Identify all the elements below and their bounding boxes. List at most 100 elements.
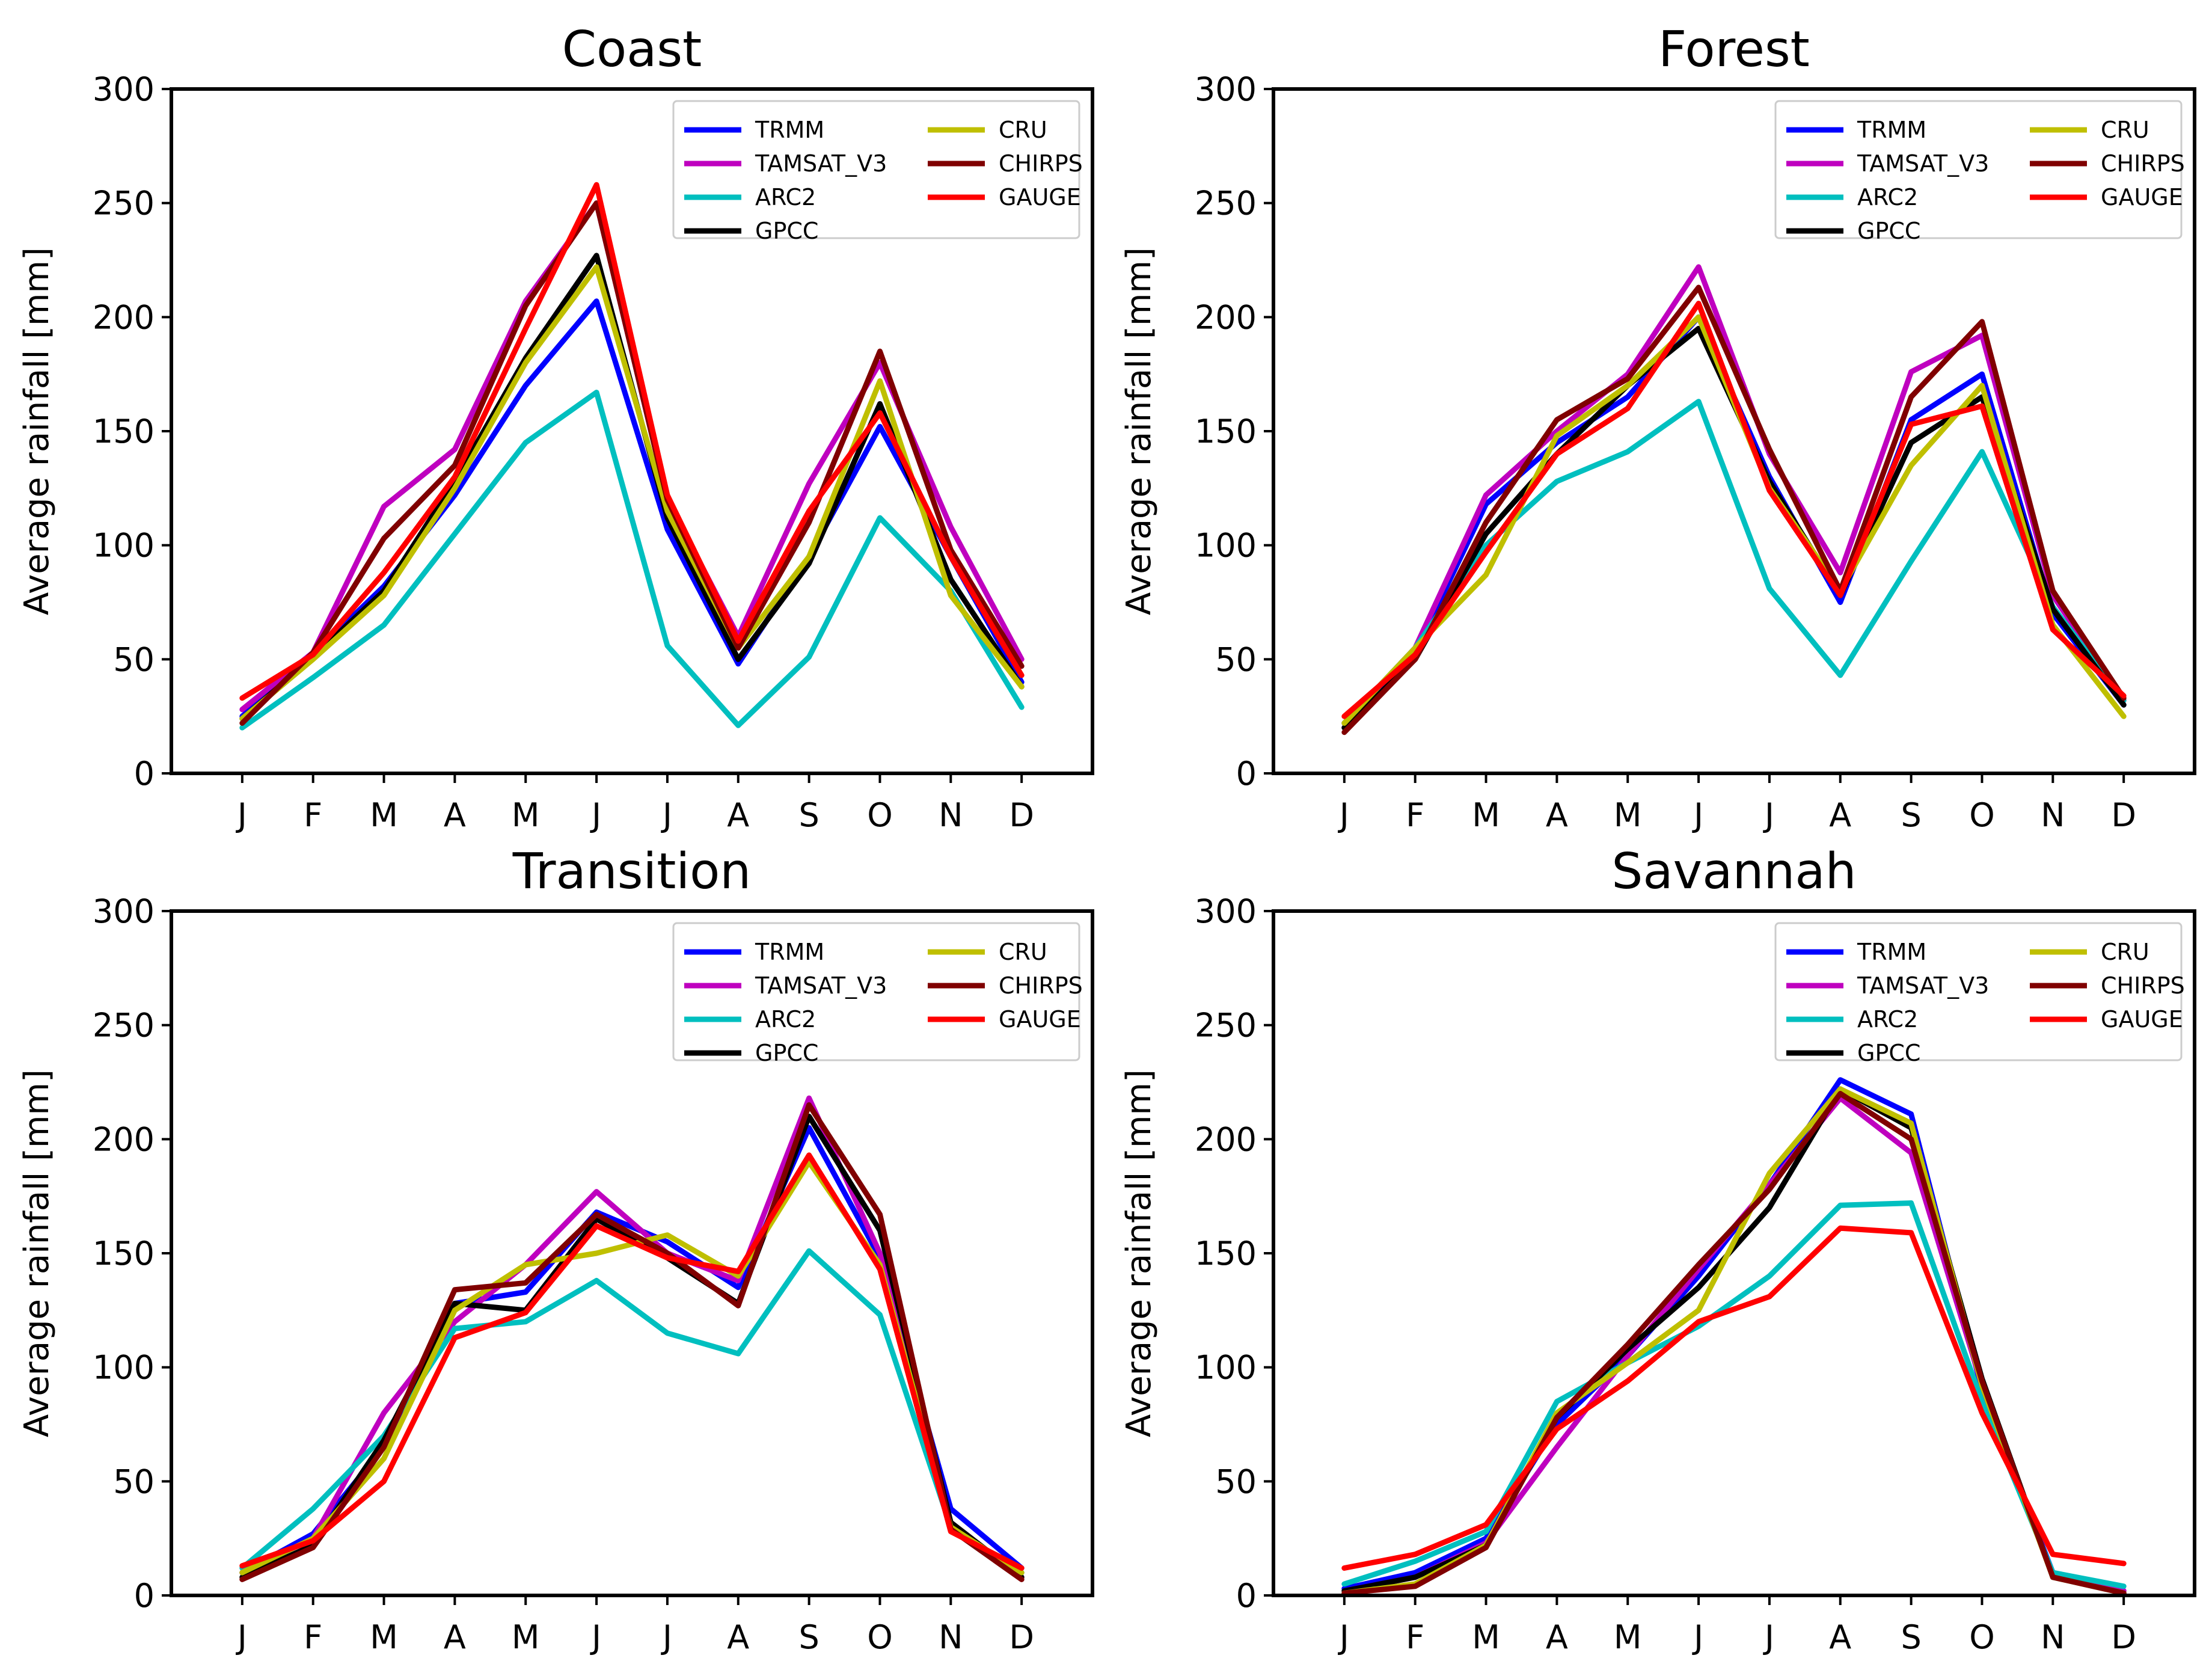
x-tick-label: M [1614, 1618, 1642, 1656]
series-line-gpcc [1341, 325, 2127, 731]
x-tick-label: D [1009, 1618, 1034, 1656]
x-tick-label: J [1338, 1618, 1349, 1656]
series-lines [1341, 1077, 2127, 1596]
y-tick-label: 150 [93, 1235, 155, 1272]
plot-frame [1272, 87, 2196, 775]
y-tick-label: 200 [1195, 298, 1257, 336]
x-tick-label: M [370, 1618, 398, 1656]
x-tick-label: F [304, 796, 322, 834]
y-tick-label: 0 [134, 1577, 155, 1615]
series-line-chirps [239, 1102, 1025, 1582]
y-tick-label: 100 [1195, 527, 1257, 565]
x-tick-label: A [727, 1618, 749, 1656]
legend-box [1774, 100, 2183, 239]
x-tick-label: M [1472, 796, 1500, 834]
legend-label-chirps: CHIRPS [999, 150, 1083, 177]
legend-label-gauge: GAUGE [999, 1006, 1081, 1033]
y-tick-label: 150 [93, 413, 155, 450]
y-tick-label: 250 [93, 1007, 155, 1045]
x-tick-label: A [1829, 1618, 1851, 1656]
legend-label-gpcc: GPCC [755, 1040, 818, 1066]
series-line-tamsat_v3 [1341, 1095, 2127, 1594]
x-tick-label: F [1406, 796, 1424, 834]
x-tick-label: F [304, 1618, 322, 1656]
series-line-gpcc [239, 253, 1025, 722]
legend: TRMM TAMSAT_V3 ARC2 GPCC CRU CHIRPS GAUGE [672, 100, 1083, 244]
legend-label-gauge: GAUGE [999, 184, 1081, 210]
y-tick-label: 0 [1236, 755, 1257, 793]
legend-label-trmm: TRMM [755, 939, 824, 965]
legend-label-tamsat_v3: TAMSAT_V3 [1857, 972, 1989, 999]
chart-title: Forest [1658, 21, 1810, 78]
x-tick-label: J [236, 796, 247, 834]
x-tick-label: J [661, 796, 672, 834]
series-line-gauge [239, 1152, 1025, 1571]
legend-label-chirps: CHIRPS [2101, 972, 2185, 999]
x-tick-label: N [939, 796, 963, 834]
y-axis-label: Average rainfall [mm] [1120, 247, 1159, 615]
series-line-gpcc [1341, 1086, 2127, 1596]
legend-label-arc2: ARC2 [755, 1006, 816, 1033]
plot-frame [170, 909, 1094, 1597]
y-tick-label: 250 [93, 185, 155, 223]
x-tick-label: J [1338, 796, 1349, 834]
x-tick-label: O [1969, 796, 1995, 834]
legend-label-tamsat_v3: TAMSAT_V3 [755, 972, 887, 999]
legend-box [672, 922, 1080, 1061]
chart-panel-savannah: Savannah Average rainfall [mm] 0 50 100 150 20… [1120, 843, 2196, 1656]
y-tick-label: 200 [93, 298, 155, 336]
y-axis-label: Average rainfall [mm] [1120, 1069, 1159, 1437]
y-tick-label: 50 [113, 640, 155, 678]
legend-label-arc2: ARC2 [755, 184, 816, 210]
y-axis-label: Average rainfall [mm] [17, 1069, 57, 1437]
legend: TRMM TAMSAT_V3 ARC2 GPCC CRU CHIRPS GAUGE [672, 922, 1083, 1066]
legend-label-gauge: GAUGE [2101, 184, 2183, 210]
x-tick-label: A [727, 796, 749, 834]
series-line-arc2 [1341, 1200, 2127, 1589]
x-tick-label: M [512, 796, 540, 834]
chart-panel-coast: Coast Average rainfall [mm] 0 50 100 150 200 25… [17, 21, 1094, 834]
x-tick-label: D [1009, 796, 1034, 834]
legend-label-trmm: TRMM [755, 117, 824, 143]
legend-label-arc2: ARC2 [1857, 184, 1918, 210]
legend: TRMM TAMSAT_V3 ARC2 GPCC CRU CHIRPS GAUGE [1774, 100, 2185, 244]
x-tick-label: J [1763, 796, 1774, 834]
legend-label-gauge: GAUGE [2101, 1006, 2183, 1033]
x-tick-label: M [1472, 1618, 1500, 1656]
y-tick-label: 100 [93, 1349, 155, 1387]
legend-label-trmm: TRMM [1857, 117, 1926, 143]
plot-frame [1272, 909, 2196, 1597]
y-tick-label: 100 [93, 527, 155, 565]
y-tick-label: 150 [1195, 413, 1257, 450]
chart-panel-transition: Transition Average rainfall [mm] 0 50 100 150… [17, 843, 1094, 1656]
x-tick-label: D [2111, 796, 2136, 834]
chart-title: Savannah [1611, 843, 1856, 900]
legend-label-cru: CRU [999, 117, 1047, 143]
x-tick-label: A [1829, 796, 1851, 834]
x-tick-label: N [2041, 1618, 2065, 1656]
x-tick-label: N [939, 1618, 963, 1656]
y-tick-label: 100 [1195, 1349, 1257, 1387]
x-tick-label: D [2111, 1618, 2136, 1656]
x-tick-label: S [1901, 1618, 1921, 1656]
series-line-cru [1341, 1086, 2127, 1596]
series-line-arc2 [1341, 399, 2127, 726]
y-tick-label: 150 [1195, 1235, 1257, 1272]
x-tick-label: O [867, 796, 893, 834]
legend-label-arc2: ARC2 [1857, 1006, 1918, 1033]
legend-label-gpcc: GPCC [1857, 1040, 1920, 1066]
legend-box [1774, 922, 2183, 1061]
x-tick-label: F [1406, 1618, 1424, 1656]
legend-label-trmm: TRMM [1857, 939, 1926, 965]
x-tick-label: M [1614, 796, 1642, 834]
legend-label-gpcc: GPCC [1857, 218, 1920, 244]
chart-title: Transition [512, 843, 752, 900]
legend: TRMM TAMSAT_V3 ARC2 GPCC CRU CHIRPS GAUGE [1774, 922, 2185, 1066]
legend-box [672, 100, 1080, 239]
legend-label-tamsat_v3: TAMSAT_V3 [755, 150, 887, 177]
y-tick-label: 200 [93, 1120, 155, 1158]
series-line-trmm [1341, 1077, 2127, 1594]
legend-label-cru: CRU [999, 939, 1047, 965]
plot-frame [170, 87, 1094, 775]
series-line-arc2 [239, 1248, 1025, 1576]
